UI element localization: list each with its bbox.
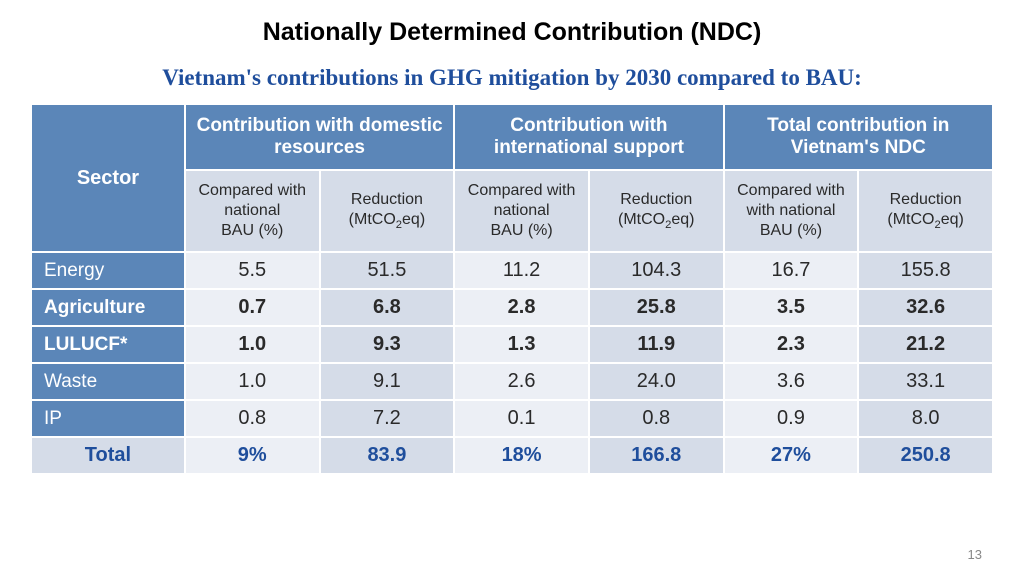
table-row: Waste1.09.12.624.03.633.1 — [31, 363, 993, 400]
table-cell: 11.9 — [589, 326, 724, 363]
table-cell: 32.6 — [858, 289, 993, 326]
table-row: IP0.87.20.10.80.98.0 — [31, 400, 993, 437]
table-cell: 1.3 — [454, 326, 589, 363]
subhead-reduction-1: Reduction (MtCO2eq) — [320, 170, 455, 252]
total-cell: 9% — [185, 437, 320, 474]
table-cell: 0.9 — [724, 400, 859, 437]
row-label: IP — [31, 400, 185, 437]
header-group-total: Total contribution in Vietnam's NDC — [724, 104, 993, 170]
table-cell: 11.2 — [454, 252, 589, 289]
table-row: LULUCF*1.09.31.311.92.321.2 — [31, 326, 993, 363]
table-cell: 2.3 — [724, 326, 859, 363]
total-cell: 18% — [454, 437, 589, 474]
table-cell: 2.8 — [454, 289, 589, 326]
total-cell: 166.8 — [589, 437, 724, 474]
table-cell: 9.1 — [320, 363, 455, 400]
subhead-compared-3: Compared with with national BAU (%) — [724, 170, 859, 252]
table-cell: 8.0 — [858, 400, 993, 437]
table-cell: 7.2 — [320, 400, 455, 437]
table-cell: 104.3 — [589, 252, 724, 289]
table-row: Energy5.551.511.2104.316.7155.8 — [31, 252, 993, 289]
subhead-reduction-2: Reduction (MtCO2eq) — [589, 170, 724, 252]
table-cell: 5.5 — [185, 252, 320, 289]
subhead-compared-1: Compared with national BAU (%) — [185, 170, 320, 252]
total-label: Total — [31, 437, 185, 474]
total-cell: 27% — [724, 437, 859, 474]
table-cell: 3.6 — [724, 363, 859, 400]
table-cell: 6.8 — [320, 289, 455, 326]
table-cell: 0.8 — [589, 400, 724, 437]
table-cell: 21.2 — [858, 326, 993, 363]
table-cell: 33.1 — [858, 363, 993, 400]
header-sector: Sector — [31, 104, 185, 252]
table-row: Agriculture0.76.82.825.83.532.6 — [31, 289, 993, 326]
table-cell: 2.6 — [454, 363, 589, 400]
row-label: LULUCF* — [31, 326, 185, 363]
table-cell: 0.1 — [454, 400, 589, 437]
table-cell: 25.8 — [589, 289, 724, 326]
table-cell: 0.7 — [185, 289, 320, 326]
subhead-compared-2: Compared with national BAU (%) — [454, 170, 589, 252]
row-label: Waste — [31, 363, 185, 400]
table-cell: 1.0 — [185, 363, 320, 400]
table-cell: 155.8 — [858, 252, 993, 289]
header-group-international: Contribution with international support — [454, 104, 723, 170]
subhead-reduction-3: Reduction (MtCO2eq) — [858, 170, 993, 252]
total-cell: 83.9 — [320, 437, 455, 474]
row-label: Agriculture — [31, 289, 185, 326]
page-number: 13 — [968, 547, 982, 562]
table-cell: 16.7 — [724, 252, 859, 289]
row-label: Energy — [31, 252, 185, 289]
total-cell: 250.8 — [858, 437, 993, 474]
total-row: Total 9% 83.9 18% 166.8 27% 250.8 — [31, 437, 993, 474]
table-cell: 1.0 — [185, 326, 320, 363]
subtitle: Vietnam's contributions in GHG mitigatio… — [30, 65, 994, 91]
table-cell: 24.0 — [589, 363, 724, 400]
table-cell: 0.8 — [185, 400, 320, 437]
page-title: Nationally Determined Contribution (NDC) — [30, 18, 994, 47]
table-cell: 51.5 — [320, 252, 455, 289]
header-group-domestic: Contribution with domestic resources — [185, 104, 454, 170]
ndc-table: Sector Contribution with domestic resour… — [30, 103, 994, 475]
table-cell: 9.3 — [320, 326, 455, 363]
table-cell: 3.5 — [724, 289, 859, 326]
